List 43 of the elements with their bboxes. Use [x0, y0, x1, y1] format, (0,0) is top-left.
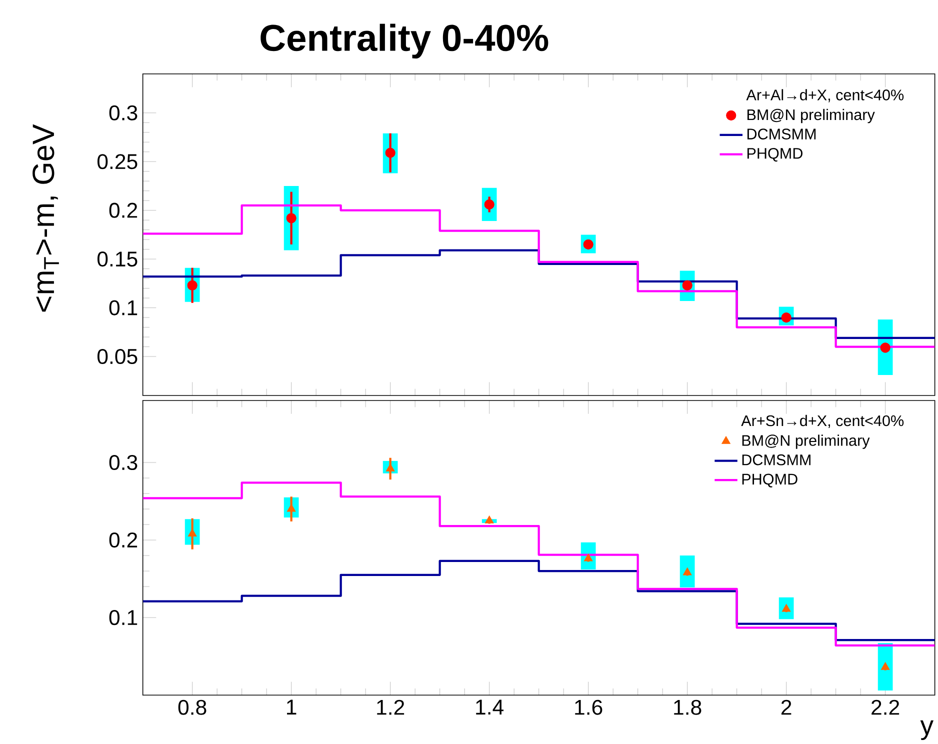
- legend-title: Ar+Al→d+X, cent<40%: [746, 88, 904, 102]
- point: [782, 604, 791, 612]
- point: [385, 148, 396, 158]
- point: [880, 662, 890, 670]
- legend-label: PHQMD: [747, 148, 802, 162]
- point: [781, 312, 792, 322]
- bar: [680, 555, 695, 588]
- point: [583, 239, 594, 250]
- point: [880, 342, 890, 353]
- point: [682, 280, 692, 290]
- x-axis-title: y: [920, 720, 934, 740]
- y-axis-title: <m$_{T}$>-m, GeV: [32, 124, 59, 312]
- y-tick-label: 0.1: [109, 300, 138, 316]
- point: [682, 567, 692, 576]
- x-tick-label: 2.2: [872, 700, 900, 714]
- x-tick-label: 0.8: [178, 700, 206, 715]
- point: [187, 280, 198, 290]
- chart-title: Centrality 0-40%: [260, 24, 548, 58]
- x-tick-label: 1.8: [674, 700, 702, 715]
- y-tick-label: 0.15: [97, 251, 138, 266]
- point: [188, 528, 197, 536]
- point: [584, 553, 593, 562]
- point: [484, 199, 494, 210]
- legend-label: DCMSMM: [742, 454, 810, 466]
- legend-title: Ar+Sn→d+X, cent<40%: [741, 414, 904, 428]
- y-tick-label: 0.05: [97, 348, 138, 364]
- legend-label: DCMSMM: [747, 128, 816, 140]
- legend-label: BM@N preliminary: [742, 434, 870, 449]
- legend-label: BM@N preliminary: [747, 108, 875, 123]
- y-tick-label: 0.2: [109, 202, 138, 218]
- x-tick-label: 1: [287, 700, 296, 714]
- y-tick-label: 0.3: [109, 454, 138, 470]
- legend-label: PHQMD: [742, 474, 798, 488]
- x-tick-label: 2: [781, 700, 792, 714]
- x-tick-label: 1.6: [575, 700, 602, 715]
- x-tick-label: 1.2: [377, 700, 404, 714]
- y-tick-label: 0.3: [109, 105, 138, 120]
- y-tick-label: 0.1: [109, 610, 138, 625]
- point: [286, 212, 296, 223]
- point: [484, 515, 494, 524]
- y-tick-label: 0.25: [97, 154, 138, 169]
- x-tick-label: 1.4: [476, 700, 504, 714]
- y-tick-label: 0.2: [109, 532, 138, 548]
